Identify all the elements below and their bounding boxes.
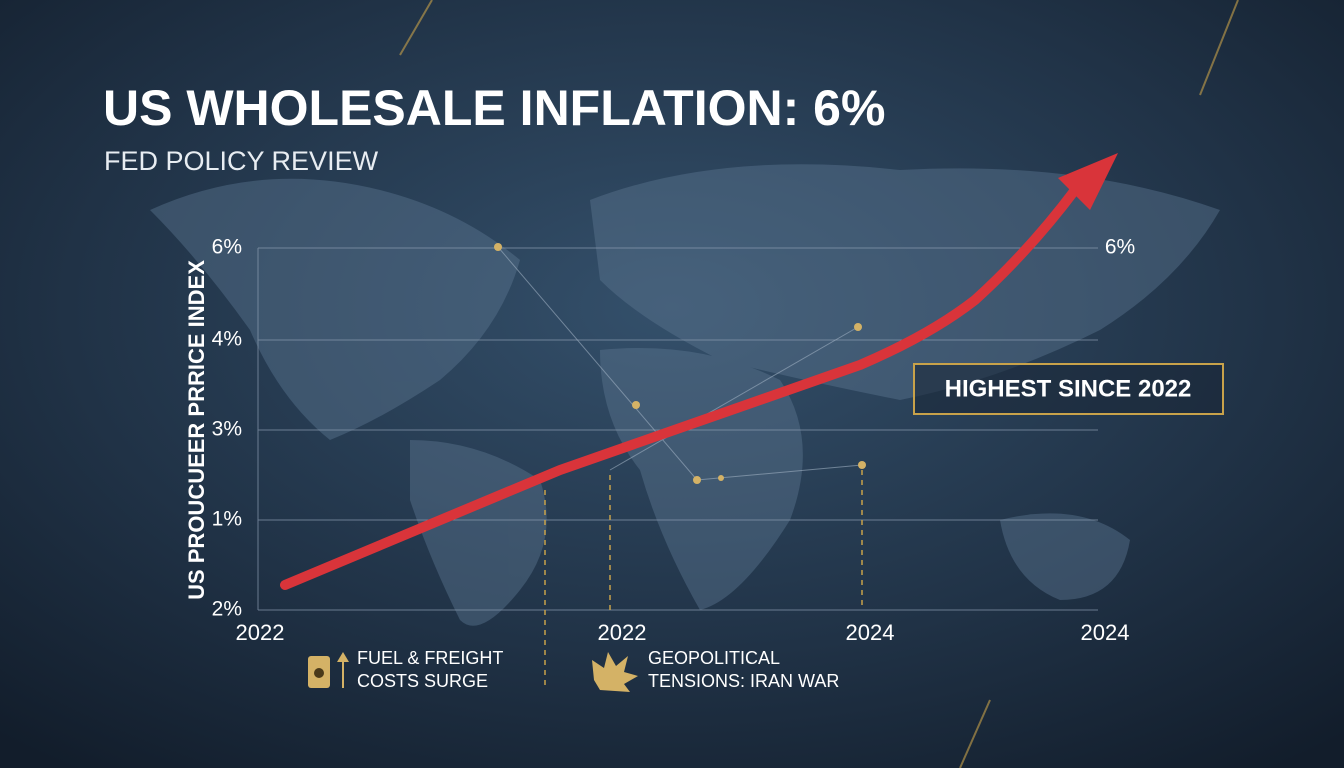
callout: HIGHEST SINCE 2022 <box>945 375 1192 402</box>
y-tick-label: 2% <box>212 598 242 621</box>
y-axis-label: US PROUCUEER PRRICE INDEX <box>184 260 209 600</box>
title: US WHOLESALE INFLATION: 6% <box>103 80 885 136</box>
y-ticks: 6% 4% 3% 1% 2% <box>212 236 242 621</box>
fuel-icon <box>308 652 349 688</box>
annotation-line: GEOPOLITICAL <box>648 648 780 668</box>
y-tick-label: 6% <box>212 236 242 259</box>
y-tick-label: 3% <box>212 418 242 441</box>
guide-lines <box>544 470 863 690</box>
annotation-line: COSTS SURGE <box>357 671 488 691</box>
annotation-line: TENSIONS: IRAN WAR <box>648 671 839 691</box>
x-tick-label: 2024 <box>846 620 895 645</box>
callout-box <box>913 363 1224 415</box>
right-label: 6% <box>1105 236 1135 259</box>
map-dots <box>494 243 866 484</box>
x-ticks: 2022 2022 2024 2024 <box>236 620 1130 645</box>
arrow-head <box>1058 153 1118 210</box>
x-tick-label: 2022 <box>236 620 285 645</box>
annotation-line: FUEL & FREIGHT <box>357 648 503 668</box>
conflict-icon <box>592 652 638 692</box>
y-tick-label: 1% <box>212 508 242 531</box>
decor-lines <box>399 0 1239 768</box>
x-tick-label: 2024 <box>1081 620 1130 645</box>
trend-arrow <box>280 185 1080 590</box>
subtitle: FED POLICY REVIEW <box>104 146 379 176</box>
y-tick-label: 4% <box>212 328 242 351</box>
x-tick-label: 2022 <box>598 620 647 645</box>
